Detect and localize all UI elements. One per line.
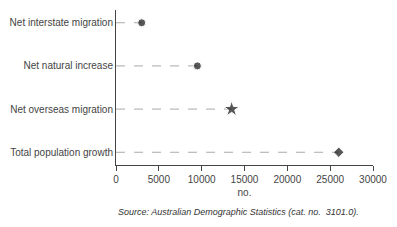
svg-text:Total population growth: Total population growth [10,147,113,158]
svg-text:10000: 10000 [188,174,216,185]
svg-text:no.: no. [238,187,252,198]
svg-text:15000: 15000 [231,174,259,185]
svg-text:20000: 20000 [273,174,301,185]
svg-text:Net interstate migration: Net interstate migration [10,17,113,28]
svg-text:Net overseas migration: Net overseas migration [10,104,113,115]
svg-text:5000: 5000 [148,174,171,185]
svg-text:0: 0 [113,174,119,185]
svg-text:Net natural increase: Net natural increase [24,60,114,71]
svg-text:Source: Australian Demographic: Source: Australian Demographic Statistic… [118,207,359,217]
svg-text:30000: 30000 [359,174,387,185]
svg-text:25000: 25000 [316,174,344,185]
